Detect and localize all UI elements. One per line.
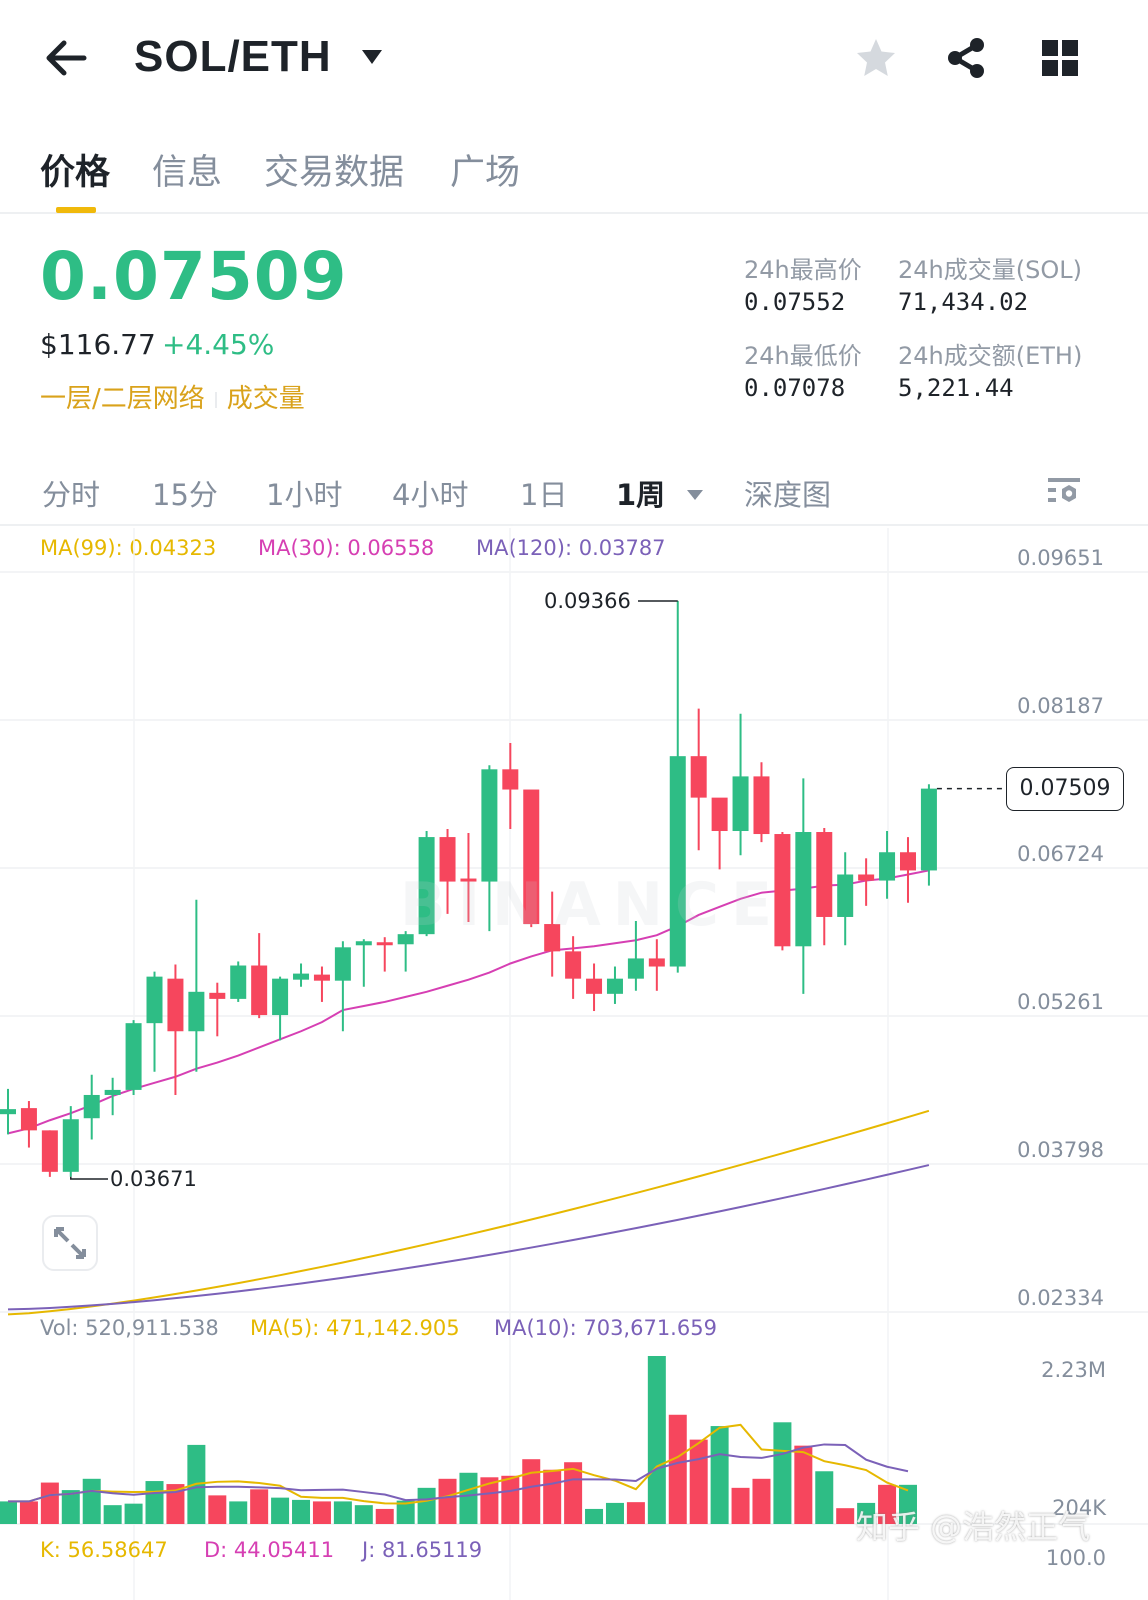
favorite-button[interactable] bbox=[854, 36, 898, 80]
top-bar: SOL/ETH bbox=[0, 0, 1148, 120]
pair-dropdown-caret[interactable] bbox=[360, 48, 384, 66]
kline-chart[interactable] bbox=[0, 528, 1148, 1600]
volume-axis-min: 204K bbox=[1052, 1496, 1106, 1520]
interval-more-caret[interactable] bbox=[686, 486, 704, 500]
price-axis-tick: 0.09651 bbox=[1017, 546, 1104, 570]
star-icon bbox=[857, 39, 895, 76]
high-24h-label: 24h最高价 bbox=[744, 256, 862, 284]
tab-info[interactable]: 信息 bbox=[152, 153, 223, 193]
tag-divider bbox=[214, 391, 217, 408]
volume-bars bbox=[0, 1356, 917, 1524]
interval-1h[interactable]: 1小时 bbox=[266, 478, 343, 512]
price-axis-tick: 0.06724 bbox=[1017, 842, 1104, 867]
volume-legend: Vol: 520,911.538 bbox=[40, 1316, 219, 1340]
pair-title[interactable]: SOL/ETH bbox=[134, 32, 332, 81]
more-button[interactable] bbox=[1038, 36, 1082, 80]
ma120-legend: MA(120): 0.03787 bbox=[476, 536, 666, 560]
ma30-legend: MA(30): 0.06558 bbox=[258, 536, 435, 560]
price-axis-tick: 0.05261 bbox=[1017, 989, 1104, 1014]
tag-volume[interactable]: 成交量 bbox=[226, 384, 305, 414]
chart-gridlines bbox=[0, 528, 1148, 1600]
last-price-tag[interactable]: 0.07509 bbox=[1006, 767, 1124, 811]
volume-24h-value: 71,434.02 bbox=[898, 288, 1029, 316]
last-price: 0.07509 bbox=[40, 238, 348, 315]
share-button[interactable] bbox=[944, 36, 988, 80]
kdj-d-legend: D: 44.05411 bbox=[204, 1538, 335, 1562]
volume-24h-label: 24h成交量(SOL) bbox=[898, 256, 1082, 284]
price-axis-tick: 0.03798 bbox=[1017, 1137, 1104, 1162]
interval-depth-chart[interactable]: 深度图 bbox=[744, 478, 832, 512]
expand-icon bbox=[54, 1227, 86, 1259]
active-tab-indicator bbox=[56, 207, 96, 213]
price-axis-tick: 0.08187 bbox=[1017, 694, 1104, 719]
exchange-watermark: BINANCE bbox=[400, 870, 784, 940]
fullscreen-button[interactable] bbox=[42, 1215, 98, 1271]
tab-trading-data[interactable]: 交易数据 bbox=[264, 153, 405, 193]
interval-15m[interactable]: 15分 bbox=[152, 478, 218, 512]
annotation-lines bbox=[70, 600, 1006, 1180]
caret-down-icon bbox=[687, 490, 703, 500]
candlesticks bbox=[0, 600, 937, 1177]
price-axis-tick: 0.02334 bbox=[1017, 1286, 1104, 1310]
low-24h-label: 24h最低价 bbox=[744, 342, 862, 370]
price-change-percent: +4.45% bbox=[162, 328, 275, 361]
kdj-axis-max: 100.0 bbox=[1045, 1546, 1106, 1570]
amount-24h-value: 5,221.44 bbox=[898, 374, 1014, 402]
caret-down-icon bbox=[362, 50, 382, 64]
main-tabs: 价格 信息 交易数据 广场 bbox=[0, 130, 1148, 214]
tag-layer-network[interactable]: 一层/二层网络 bbox=[40, 384, 205, 414]
high-24h-value: 0.07552 bbox=[744, 288, 846, 316]
usd-price: $116.77 bbox=[40, 328, 156, 361]
arrow-left-icon bbox=[46, 40, 87, 76]
kdj-k-legend: K: 56.58647 bbox=[40, 1538, 168, 1562]
chart-settings-button[interactable] bbox=[1044, 472, 1084, 512]
share-icon bbox=[948, 38, 984, 78]
grid-icon bbox=[1042, 40, 1078, 76]
volume-ma5-legend: MA(5): 471,142.905 bbox=[250, 1316, 460, 1340]
volume-ma-lines bbox=[8, 1423, 909, 1505]
chart-settings-icon bbox=[1048, 478, 1080, 502]
volume-ma10-legend: MA(10): 703,671.659 bbox=[494, 1316, 717, 1340]
min-price-annotation: 0.03671 bbox=[110, 1167, 197, 1191]
interval-1d[interactable]: 1日 bbox=[520, 478, 568, 512]
zhihu-watermark: 知乎 @浩然正气 bbox=[856, 1508, 1091, 1546]
amount-24h-label: 24h成交额(ETH) bbox=[898, 342, 1083, 370]
back-button[interactable] bbox=[40, 34, 92, 82]
low-24h-value: 0.07078 bbox=[744, 374, 846, 402]
category-tags: 一层/二层网络 成交量 bbox=[40, 378, 305, 415]
interval-timeline[interactable]: 分时 bbox=[42, 478, 101, 512]
max-price-annotation: 0.09366 bbox=[544, 589, 631, 613]
interval-4h[interactable]: 4小时 bbox=[392, 478, 469, 512]
tab-square[interactable]: 广场 bbox=[450, 153, 521, 193]
interval-1w[interactable]: 1周 bbox=[616, 478, 666, 512]
ma99-legend: MA(99): 0.04323 bbox=[40, 536, 217, 560]
tab-price[interactable]: 价格 bbox=[40, 153, 111, 193]
interval-selector: 分时 15分 1小时 4小时 1日 1周 深度图 bbox=[0, 460, 1148, 526]
volume-axis-max: 2.23M bbox=[1041, 1358, 1106, 1382]
kdj-j-legend: J: 81.65119 bbox=[362, 1538, 483, 1562]
